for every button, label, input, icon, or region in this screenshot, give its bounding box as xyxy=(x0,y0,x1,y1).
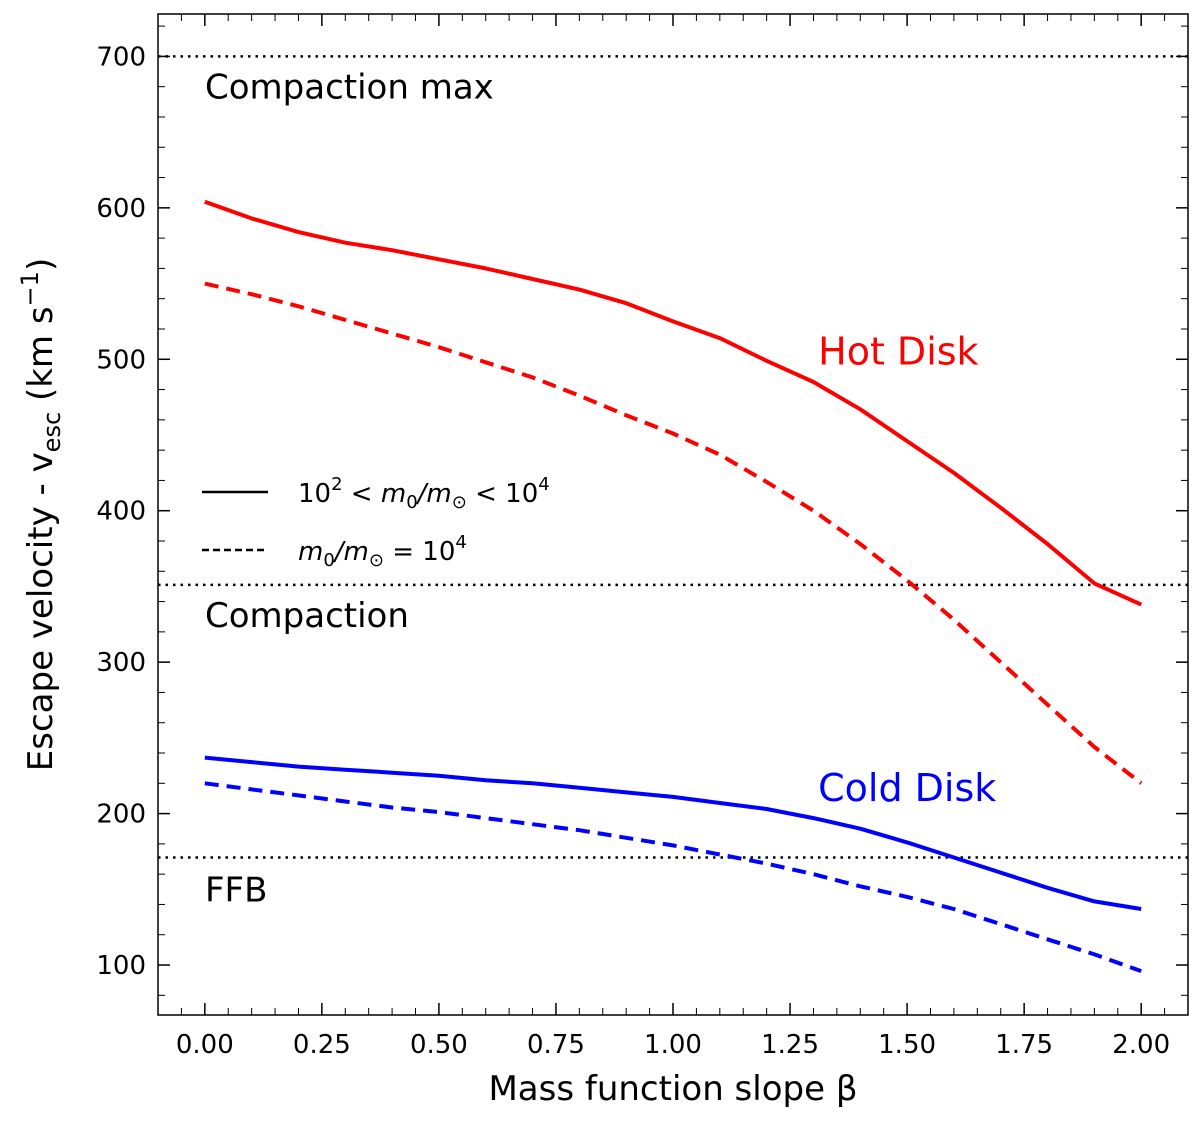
legend-dashed-tail: = 10 xyxy=(384,537,455,567)
series-line-hot-disk-dashed xyxy=(204,281,1143,785)
x-tick-label: 0.00 xyxy=(176,1030,234,1060)
x-tick-label: 1.00 xyxy=(644,1030,702,1060)
plot-frame xyxy=(157,13,1189,1016)
x-tick-label: 1.25 xyxy=(761,1030,819,1060)
y-tick-label: 100 xyxy=(96,951,146,981)
region-label-ffb: FFB xyxy=(205,871,267,911)
x-axis-label: Mass function slope β xyxy=(488,1069,857,1109)
legend-solid-tail-sup: 4 xyxy=(538,474,549,495)
hlines-layer xyxy=(158,55,1188,859)
legend-dashed-rest: /m xyxy=(333,537,369,567)
series-line-cold-disk-dashed xyxy=(204,781,1142,973)
series-line-cold-disk-solid xyxy=(204,755,1142,911)
x-tick-label: 0.50 xyxy=(410,1030,468,1060)
legend-solid-base: 10 xyxy=(298,479,331,509)
y-axis-label: Escape velocity - vesc (km s−1) xyxy=(16,258,66,771)
x-tick-label: 0.25 xyxy=(293,1030,351,1060)
legend-solid-rest: /m xyxy=(416,479,452,509)
y-tick-label: 200 xyxy=(96,800,146,830)
legend-solid-mid: < m xyxy=(343,479,407,509)
legend-solid-tail: < 10 xyxy=(467,479,538,509)
y-tick-label: 600 xyxy=(96,194,146,224)
y-axis-label-sup: −1 xyxy=(16,271,44,306)
x-tick-label: 2.00 xyxy=(1112,1030,1170,1060)
legend-dashed-mid-sub: 0 xyxy=(323,550,334,571)
legend-dashed-tail-sup: 4 xyxy=(455,532,466,553)
y-tick-label: 300 xyxy=(96,648,146,678)
y-tick-label: 500 xyxy=(96,345,146,375)
legend-dashed-rest-sub: ⊙ xyxy=(369,550,384,571)
legend-solid-rest-sub: ⊙ xyxy=(452,492,467,513)
annotation-hot-disk: Hot Disk xyxy=(818,330,978,374)
legend-entry-dashed: m0/m⊙ = 104 xyxy=(298,532,467,571)
y-axis-label-close: ) xyxy=(21,258,61,271)
legend-solid-mid-sub: 0 xyxy=(406,492,417,513)
y-tick-label: 400 xyxy=(96,497,146,527)
legend-solid-base-sup: 2 xyxy=(331,474,342,495)
annotation-cold-disk: Cold Disk xyxy=(818,766,996,810)
region-label-compaction: Compaction xyxy=(205,596,409,636)
x-tick-label: 0.75 xyxy=(527,1030,585,1060)
y-axis-label-unit: (km s xyxy=(21,306,61,411)
x-tick-label: 1.75 xyxy=(995,1030,1053,1060)
series-line-hot-disk-solid xyxy=(204,199,1143,607)
region-label-compaction-max: Compaction max xyxy=(205,67,494,107)
ticks-layer: 0.00 0.25 0.50 0.75 1.00 1.25 1.50 1.75 2.001002… xyxy=(96,14,1188,1060)
x-tick-label: 1.50 xyxy=(878,1030,936,1060)
y-tick-label: 700 xyxy=(96,42,146,72)
y-axis-label-main: Escape velocity - v xyxy=(21,452,61,771)
legend: 102 < m0/m⊙ < 104 m0/m⊙ = 104 xyxy=(202,474,550,571)
legend-entry-solid: 102 < m0/m⊙ < 104 xyxy=(298,474,550,513)
legend-dashed-mid: m xyxy=(298,537,323,567)
series-layer xyxy=(204,199,1143,973)
y-axis-label-sub: esc xyxy=(38,412,66,452)
